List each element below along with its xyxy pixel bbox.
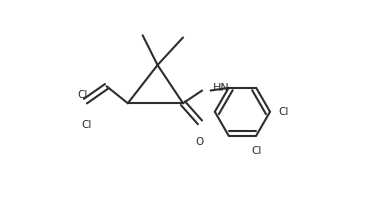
- Text: Cl: Cl: [81, 120, 92, 130]
- Text: Cl: Cl: [77, 90, 87, 100]
- Text: HN: HN: [213, 83, 229, 93]
- Text: Cl: Cl: [279, 107, 289, 117]
- Text: Cl: Cl: [251, 146, 261, 156]
- Text: O: O: [196, 137, 204, 147]
